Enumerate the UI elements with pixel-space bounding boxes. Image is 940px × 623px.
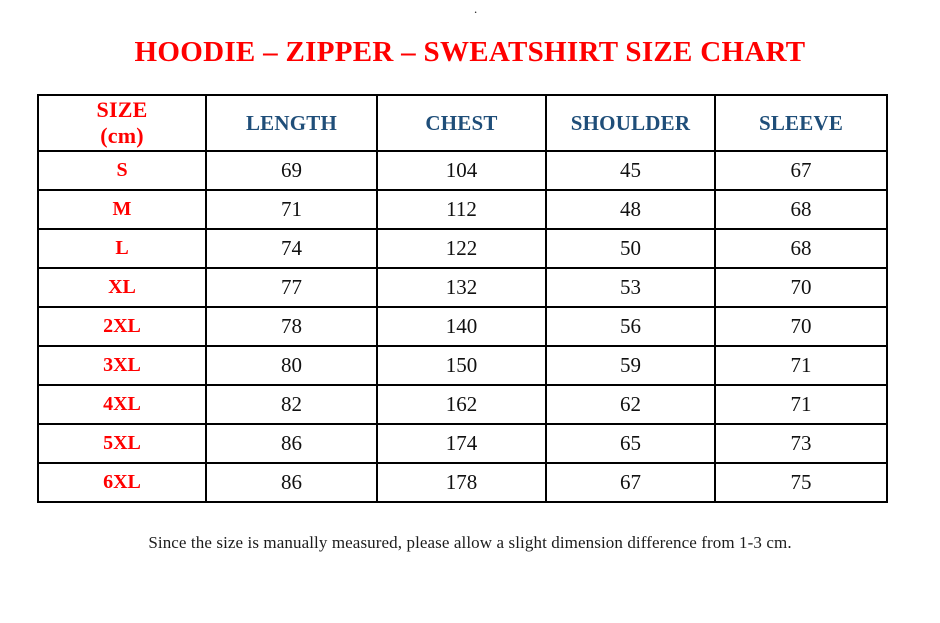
header-shoulder: SHOULDER (545, 94, 716, 152)
table-row-2xl: 2XL 78 140 56 70 (37, 306, 888, 347)
header-sleeve: SLEEVE (714, 94, 888, 152)
header-length: LENGTH (205, 94, 378, 152)
cell-shoulder: 67 (545, 462, 716, 503)
cell-sleeve: 73 (714, 423, 888, 464)
table-row-s: S 69 104 45 67 (37, 150, 888, 191)
cell-sleeve: 71 (714, 384, 888, 425)
cell-shoulder: 45 (545, 150, 716, 191)
size-chart-table: SIZE (cm) LENGTH CHEST SHOULDER SLEEVE S… (37, 94, 888, 503)
cell-length: 69 (205, 150, 378, 191)
table-row-6xl: 6XL 86 178 67 75 (37, 462, 888, 503)
cell-length: 74 (205, 228, 378, 269)
cell-sleeve: 75 (714, 462, 888, 503)
cell-size: 6XL (37, 462, 207, 503)
cell-chest: 132 (376, 267, 547, 308)
cell-sleeve: 67 (714, 150, 888, 191)
cell-sleeve: 71 (714, 345, 888, 386)
header-size-cm: SIZE (cm) (37, 94, 207, 152)
table-row-4xl: 4XL 82 162 62 71 (37, 384, 888, 425)
header-size-line2: (cm) (100, 123, 144, 148)
cell-size: 3XL (37, 345, 207, 386)
cell-size: XL (37, 267, 207, 308)
cell-shoulder: 59 (545, 345, 716, 386)
cell-chest: 174 (376, 423, 547, 464)
cell-shoulder: 65 (545, 423, 716, 464)
cell-length: 86 (205, 423, 378, 464)
cell-length: 86 (205, 462, 378, 503)
cell-chest: 104 (376, 150, 547, 191)
cell-size: 2XL (37, 306, 207, 347)
cell-length: 82 (205, 384, 378, 425)
cell-chest: 162 (376, 384, 547, 425)
cell-sleeve: 68 (714, 228, 888, 269)
cell-length: 80 (205, 345, 378, 386)
table-row-3xl: 3XL 80 150 59 71 (37, 345, 888, 386)
cell-sleeve: 70 (714, 267, 888, 308)
cell-chest: 178 (376, 462, 547, 503)
cell-chest: 150 (376, 345, 547, 386)
cell-shoulder: 50 (545, 228, 716, 269)
cell-size: 4XL (37, 384, 207, 425)
cell-length: 77 (205, 267, 378, 308)
cell-shoulder: 56 (545, 306, 716, 347)
table-row-5xl: 5XL 86 174 65 73 (37, 423, 888, 464)
table-row-l: L 74 122 50 68 (37, 228, 888, 269)
stray-dot: . (474, 1, 478, 16)
header-size-line1: SIZE (96, 97, 148, 123)
cell-shoulder: 48 (545, 189, 716, 230)
cell-chest: 112 (376, 189, 547, 230)
cell-shoulder: 53 (545, 267, 716, 308)
cell-length: 78 (205, 306, 378, 347)
footnote: Since the size is manually measured, ple… (148, 533, 792, 552)
cell-chest: 140 (376, 306, 547, 347)
cell-size: L (37, 228, 207, 269)
header-row: SIZE (cm) LENGTH CHEST SHOULDER SLEEVE (37, 94, 888, 152)
page-title: HOODIE – ZIPPER – SWEATSHIRT SIZE CHART (134, 36, 806, 68)
table-row-xl: XL 77 132 53 70 (37, 267, 888, 308)
cell-sleeve: 70 (714, 306, 888, 347)
header-chest: CHEST (376, 94, 547, 152)
cell-size: M (37, 189, 207, 230)
cell-size: 5XL (37, 423, 207, 464)
cell-shoulder: 62 (545, 384, 716, 425)
cell-length: 71 (205, 189, 378, 230)
cell-size: S (37, 150, 207, 191)
cell-sleeve: 68 (714, 189, 888, 230)
cell-chest: 122 (376, 228, 547, 269)
table-row-m: M 71 112 48 68 (37, 189, 888, 230)
